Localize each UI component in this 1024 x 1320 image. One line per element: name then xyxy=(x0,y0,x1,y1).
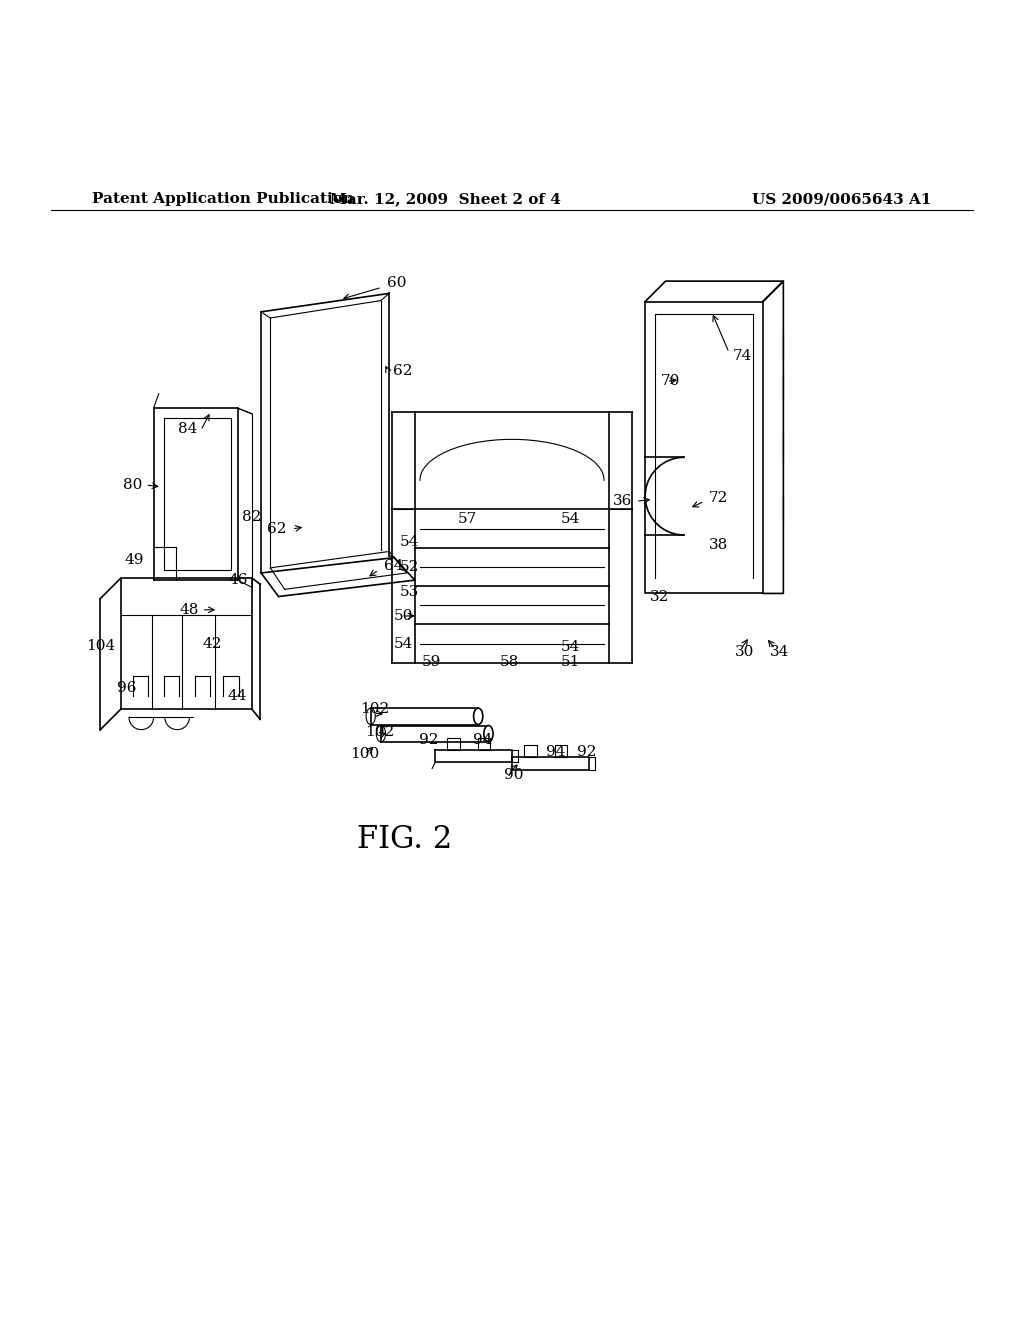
Text: US 2009/0065643 A1: US 2009/0065643 A1 xyxy=(753,191,932,206)
Text: 48: 48 xyxy=(179,603,199,616)
Text: 82: 82 xyxy=(242,510,261,524)
Text: 62: 62 xyxy=(393,364,413,379)
Text: 94: 94 xyxy=(473,733,493,747)
Text: 49: 49 xyxy=(125,553,144,566)
Text: 46: 46 xyxy=(228,573,248,587)
Text: 38: 38 xyxy=(709,539,728,552)
Text: 90: 90 xyxy=(504,768,523,781)
Text: 62: 62 xyxy=(267,521,287,536)
Ellipse shape xyxy=(483,726,494,742)
Text: 53: 53 xyxy=(399,585,419,599)
Text: 104: 104 xyxy=(86,639,116,652)
Text: 30: 30 xyxy=(735,644,755,659)
Text: 54: 54 xyxy=(399,535,419,549)
Text: 72: 72 xyxy=(709,491,728,506)
Ellipse shape xyxy=(473,708,483,725)
Text: 50: 50 xyxy=(394,609,414,623)
Text: 59: 59 xyxy=(422,655,441,669)
Text: 92: 92 xyxy=(419,733,438,747)
Text: 92: 92 xyxy=(577,746,596,759)
Text: 32: 32 xyxy=(650,590,670,603)
Text: 60: 60 xyxy=(387,276,407,290)
Text: 84: 84 xyxy=(178,421,198,436)
Text: 80: 80 xyxy=(123,478,142,492)
Text: 94: 94 xyxy=(546,746,565,759)
Text: 52: 52 xyxy=(399,560,419,574)
Text: Patent Application Publication: Patent Application Publication xyxy=(92,191,354,206)
Text: 70: 70 xyxy=(660,375,680,388)
Text: 36: 36 xyxy=(612,494,632,508)
Text: 102: 102 xyxy=(366,725,395,739)
Text: 100: 100 xyxy=(350,747,380,762)
Text: 54: 54 xyxy=(561,640,581,653)
Text: 44: 44 xyxy=(227,689,247,702)
Text: 74: 74 xyxy=(733,348,753,363)
Text: Mar. 12, 2009  Sheet 2 of 4: Mar. 12, 2009 Sheet 2 of 4 xyxy=(330,191,561,206)
Text: 54: 54 xyxy=(561,512,581,525)
Text: 51: 51 xyxy=(561,655,581,669)
Text: 58: 58 xyxy=(500,655,519,669)
Text: 102: 102 xyxy=(360,702,390,717)
Text: 42: 42 xyxy=(203,636,222,651)
Text: 34: 34 xyxy=(770,644,790,659)
Text: 57: 57 xyxy=(458,512,477,525)
Text: FIG. 2: FIG. 2 xyxy=(356,824,453,855)
Text: 96: 96 xyxy=(117,681,136,694)
Text: 64: 64 xyxy=(384,558,403,573)
Text: 54: 54 xyxy=(394,636,414,651)
